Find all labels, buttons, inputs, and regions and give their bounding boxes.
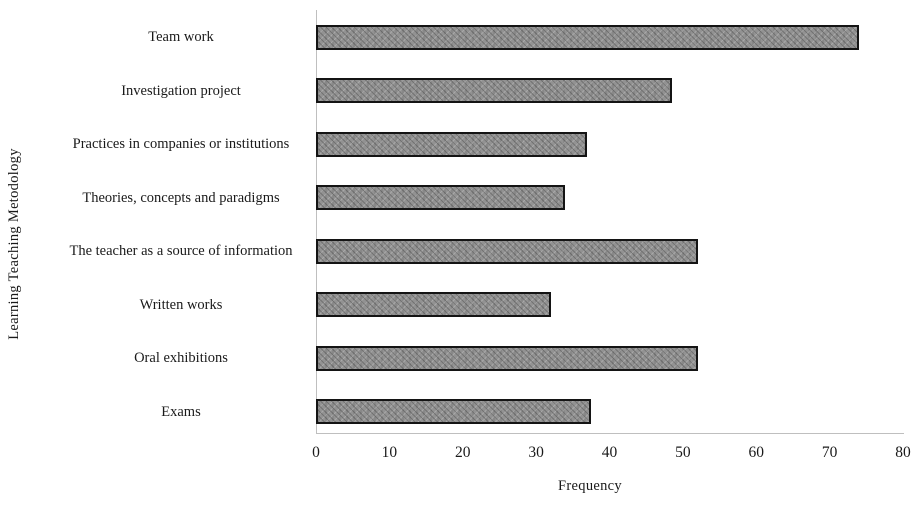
x-axis-title: Frequency [558,478,622,494]
category-label-theories-concepts-and-paradigms: Theories, concepts and paradigms [82,189,280,206]
x-tick-label-40: 40 [601,444,618,461]
bar-team-work [316,24,859,50]
x-tick-label-70: 70 [821,444,838,461]
bar-written-works [316,292,551,317]
x-tick-label-0: 0 [312,444,320,461]
y-axis-line [316,10,317,434]
category-label-investigation-project: Investigation project [121,82,241,99]
x-tick-label-10: 10 [381,444,398,461]
category-label-written-works: Written works [139,296,223,313]
category-label-practices-in-companies-or-institutions: Practices in companies or institutions [72,135,290,152]
y-axis-title: Learning Teaching Metodology [6,148,22,340]
bar-theories-concepts-and-paradigms [316,185,566,210]
category-label-team-work: Team work [148,28,214,45]
category-label-oral-exhibitions: Oral exhibitions [134,349,228,366]
bar-practices-in-companies-or-institutions [316,131,588,157]
x-tick-label-60: 60 [748,444,765,461]
x-tick-label-20: 20 [455,444,471,461]
bar-oral-exhibitions [316,345,698,371]
x-tick-label-80: 80 [895,444,911,461]
x-tick-label-50: 50 [675,444,691,461]
category-label-the-teacher-as-a-source-of-information: The teacher as a source of information [69,242,293,259]
bar-investigation-project [316,78,672,103]
category-label-exams: Exams [161,403,201,420]
bar-exams [316,399,592,424]
x-tick-label-30: 30 [528,444,544,461]
bar-the-teacher-as-a-source-of-information [316,238,698,264]
x-axis-line [316,433,904,434]
